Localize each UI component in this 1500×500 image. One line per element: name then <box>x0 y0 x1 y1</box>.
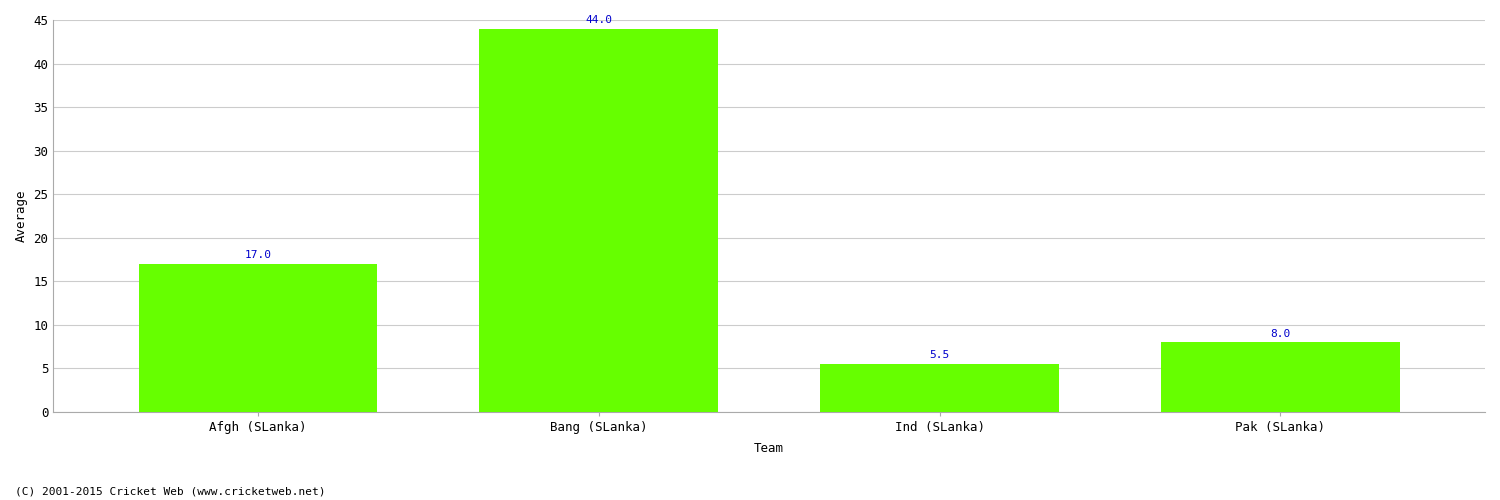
Bar <box>821 364 1059 412</box>
Text: (C) 2001-2015 Cricket Web (www.cricketweb.net): (C) 2001-2015 Cricket Web (www.cricketwe… <box>15 487 326 497</box>
X-axis label: Team: Team <box>754 442 784 455</box>
Bar <box>1161 342 1400 411</box>
Text: 8.0: 8.0 <box>1270 328 1290 338</box>
Y-axis label: Average: Average <box>15 190 28 242</box>
Text: 5.5: 5.5 <box>930 350 950 360</box>
Bar <box>480 28 718 411</box>
Bar <box>138 264 376 412</box>
Text: 17.0: 17.0 <box>244 250 272 260</box>
Text: 44.0: 44.0 <box>585 15 612 25</box>
